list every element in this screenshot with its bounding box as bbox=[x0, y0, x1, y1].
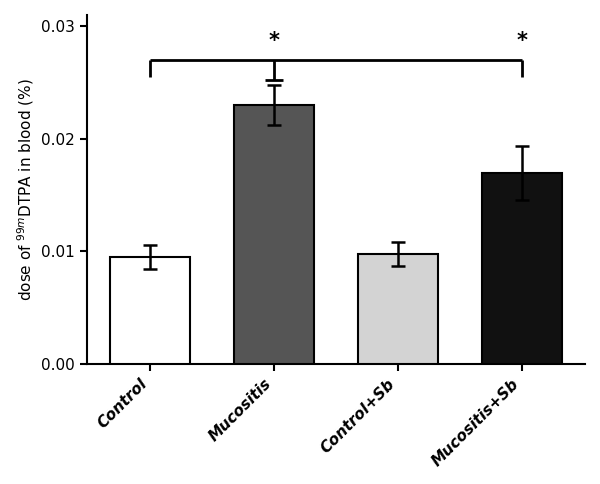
Y-axis label: dose of $^{99m}$DTPA in blood (%): dose of $^{99m}$DTPA in blood (%) bbox=[15, 78, 36, 301]
Text: *: * bbox=[517, 31, 527, 51]
Bar bbox=[110, 257, 190, 364]
Bar bbox=[482, 172, 562, 364]
Bar bbox=[358, 254, 439, 364]
Bar bbox=[233, 105, 314, 364]
Text: *: * bbox=[268, 31, 280, 51]
